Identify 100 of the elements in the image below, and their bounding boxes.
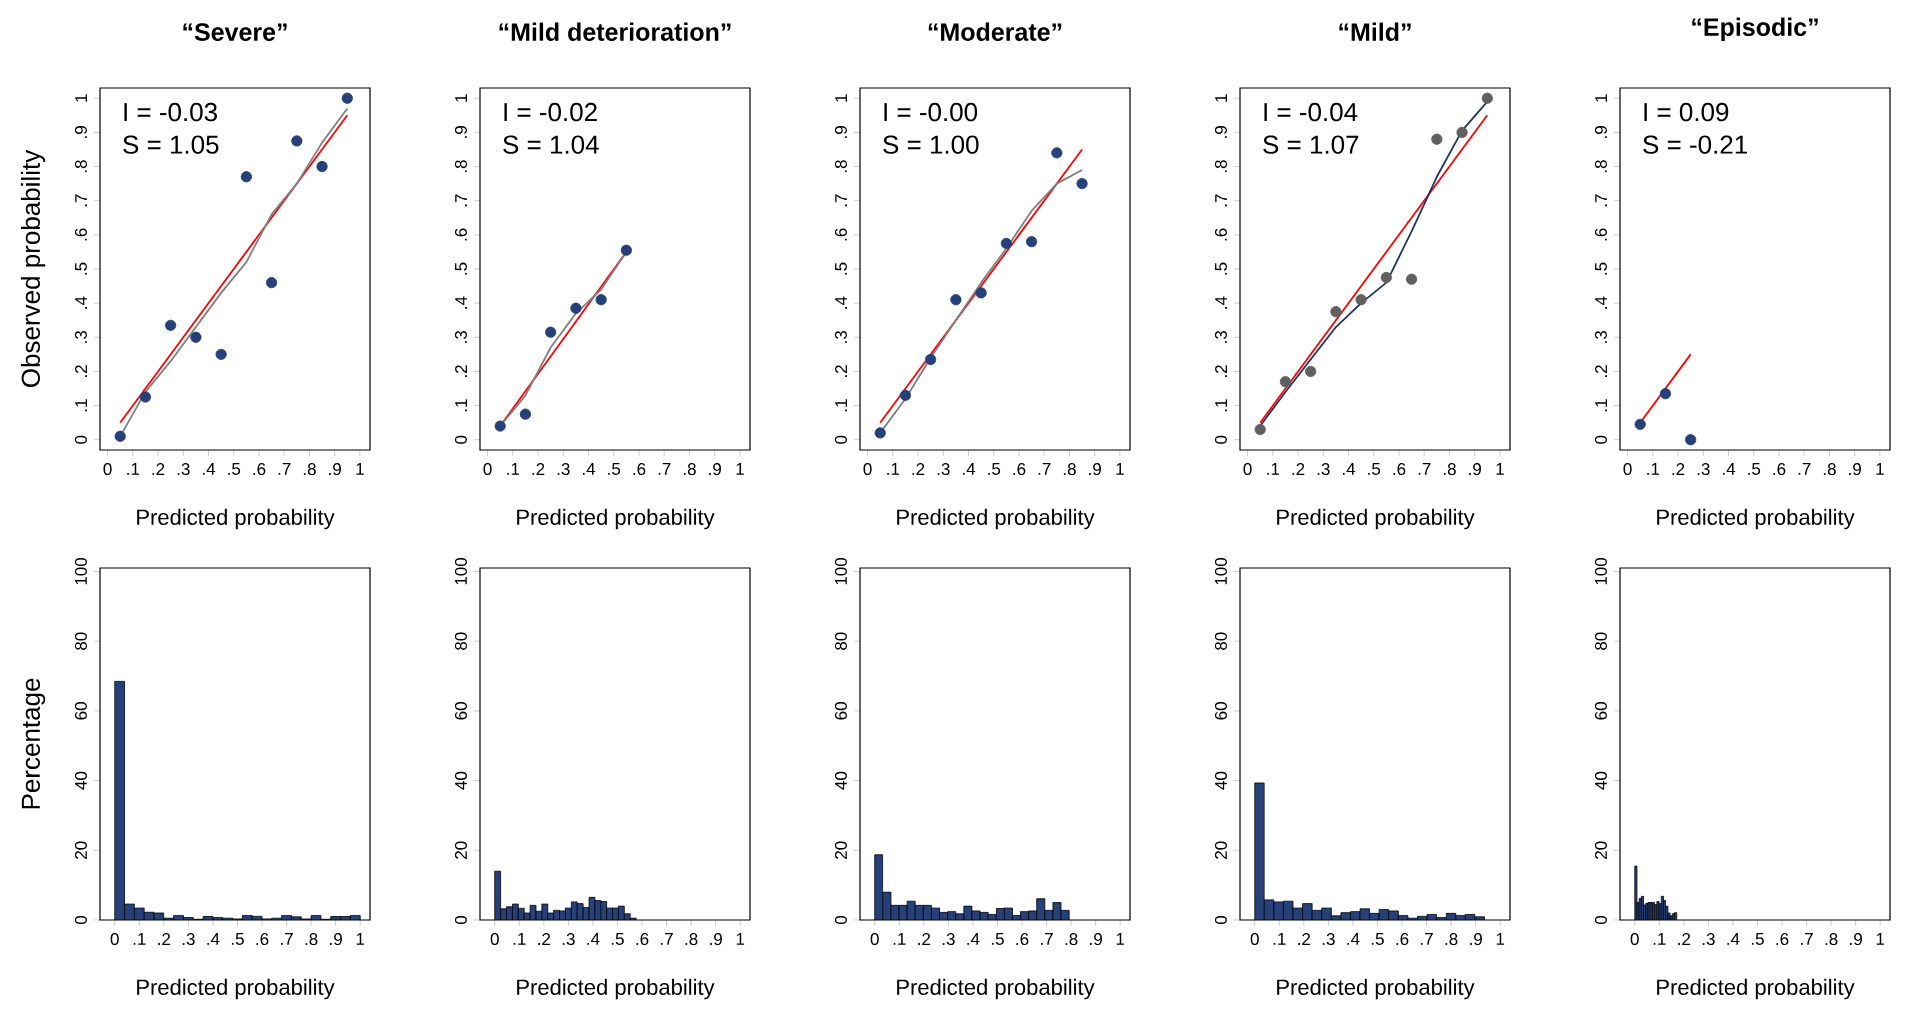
point: [1431, 133, 1443, 145]
annotation: S = 1.07: [1263, 135, 1359, 154]
x-tick-label: .6: [636, 933, 649, 946]
y-tick-label: .7: [75, 194, 87, 207]
y-tick-label: .7: [835, 194, 847, 207]
annotation: I = -0.00: [884, 102, 978, 122]
x-tick-label: .8: [1825, 933, 1838, 946]
point: [139, 391, 152, 403]
y-tick-label: .5: [455, 262, 467, 275]
point: [1634, 418, 1646, 430]
point: [190, 331, 202, 343]
x-tick-label: .1: [893, 933, 906, 945]
y-tick-label: .2: [75, 365, 87, 377]
x-axis-title: Predicted probability: [137, 978, 335, 1000]
x-axis-title: Predicted probability: [517, 978, 715, 1000]
x-tick-label: .5: [608, 463, 621, 475]
y-tick-label: 0: [1594, 915, 1607, 925]
y-tick-label: .6: [1214, 228, 1227, 241]
x-tick-label: 1: [1876, 933, 1885, 945]
y-tick-label: 20: [1214, 841, 1227, 859]
point: [215, 348, 227, 360]
y-tick-label: 1: [1595, 94, 1607, 102]
y-tick-label: .1: [1215, 399, 1227, 412]
y-tick-label: 60: [74, 702, 87, 720]
y-tick-label: 1: [835, 94, 847, 102]
point: [595, 294, 607, 306]
x-tick-label: .4: [587, 933, 600, 945]
y-tick-label: 0: [1214, 915, 1227, 925]
x-axis-title: Predicted probability: [1657, 978, 1855, 1000]
x-tick-label: .1: [1647, 463, 1660, 475]
point: [1355, 294, 1367, 306]
y-tick-label: 60: [1214, 702, 1227, 720]
point: [1481, 92, 1493, 104]
x-tick-label: .9: [1089, 463, 1101, 476]
x-tick-label: 0: [863, 463, 872, 476]
y-tick-label: 0: [834, 915, 847, 925]
y-tick-label: 60: [834, 702, 847, 720]
x-tick-label: .3: [1322, 933, 1335, 946]
x-tick-label: .6: [256, 933, 269, 946]
y-tick-label: 20: [1594, 841, 1607, 859]
x-tick-label: 0: [490, 933, 499, 946]
y-tick-label: .1: [455, 399, 467, 412]
y-tick-label: .7: [455, 194, 467, 207]
point: [975, 287, 987, 299]
x-tick-label: .5: [611, 933, 624, 945]
x-tick-label: 1: [736, 933, 745, 945]
x-tick-label: .4: [1342, 463, 1356, 475]
point: [950, 294, 962, 306]
x-tick-label: .4: [1347, 933, 1360, 945]
x-tick-label: .8: [1445, 933, 1458, 946]
x-tick-label: .5: [228, 463, 241, 475]
point: [1254, 423, 1266, 436]
annotation: S = 1.00: [883, 135, 979, 154]
x-tick-label: .1: [1653, 933, 1666, 945]
annotation: I = 0.09: [1644, 102, 1729, 122]
x-tick-label: .6: [1393, 463, 1406, 476]
y-tick-label: .6: [454, 228, 467, 241]
x-tick-label: 0: [1623, 463, 1632, 476]
y-tick-label: 40: [74, 771, 87, 790]
y-tick-label: .8: [1594, 160, 1607, 173]
y-tick-label: 20: [454, 841, 467, 859]
point: [1330, 306, 1342, 318]
y-tick-label: .2: [1595, 365, 1607, 377]
x-tick-label: 0: [1243, 463, 1252, 476]
x-tick-label: .2: [158, 933, 171, 945]
y-tick-label: 0: [74, 915, 87, 925]
y-tick-label: 80: [454, 632, 467, 650]
x-tick-label: .7: [1418, 463, 1431, 475]
x-tick-label: .1: [1273, 933, 1286, 945]
y-tick-label: .3: [834, 330, 847, 343]
x-tick-label: .4: [207, 933, 220, 945]
x-tick-label: .1: [513, 933, 526, 945]
x-tick-label: .9: [710, 933, 722, 946]
x-tick-label: .9: [329, 463, 341, 476]
x-tick-label: 1: [356, 463, 364, 475]
x-tick-label: .7: [278, 463, 291, 475]
x-tick-label: .1: [127, 463, 140, 475]
y-tick-label: .5: [835, 262, 847, 275]
x-tick-label: .7: [1041, 933, 1053, 945]
x-tick-label: .7: [658, 463, 671, 475]
x-tick-label: .1: [1267, 463, 1280, 475]
point: [620, 244, 632, 256]
point: [1026, 236, 1038, 248]
x-tick-label: .8: [305, 933, 318, 946]
chart-title: “Severe”: [183, 23, 287, 41]
point: [1000, 237, 1012, 249]
y-tick-label: .2: [835, 365, 847, 377]
y-tick-label: 60: [454, 702, 467, 720]
x-tick-label: .3: [182, 933, 195, 946]
x-tick-label: .8: [1063, 463, 1076, 476]
point: [570, 302, 582, 314]
chart-title: “Mild deterioration”: [499, 22, 731, 41]
y-tick-label: .9: [1594, 126, 1607, 138]
y-tick-label: 1: [75, 94, 87, 102]
y-tick-label: 100: [454, 557, 467, 585]
x-tick-label: .3: [937, 463, 950, 476]
x-tick-label: .3: [177, 463, 190, 476]
x-axis-title: Predicted probability: [1277, 508, 1475, 530]
x-tick-label: .1: [133, 933, 146, 945]
y-tick-label: 0: [74, 435, 87, 444]
